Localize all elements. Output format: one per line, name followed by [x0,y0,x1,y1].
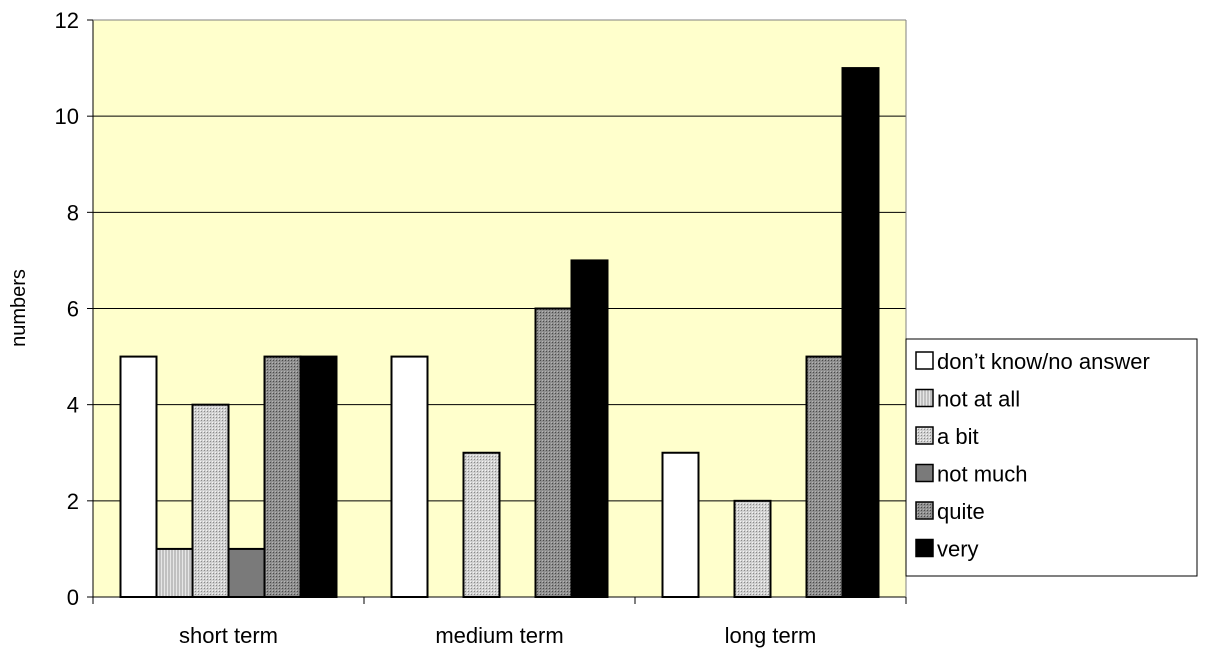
legend-label: not at all [937,387,1020,412]
legend-swatch [915,538,934,558]
y-tick-label: 2 [67,489,79,514]
bar-long-term-6 [841,67,880,599]
y-tick-label: 12 [55,8,79,33]
bar-short-term-6 [299,355,338,599]
bar-medium-term-5 [534,307,573,598]
bars [119,67,880,599]
bar-medium-term-3 [462,451,501,598]
y-tick-label: 4 [67,393,79,418]
x-tick-labels: short term medium term long term [179,623,816,648]
bar-long-term-1 [661,451,700,598]
x-tick-label: short term [179,623,278,648]
y-tick-label: 8 [67,200,79,225]
bar-long-term-3 [733,499,772,599]
bar-short-term-2 [155,547,194,599]
y-tick-labels: 0 2 4 6 8 10 12 [55,8,79,610]
bar-medium-term-6 [570,259,609,598]
legend-swatch [915,351,934,370]
x-tick-label: long term [725,623,817,648]
legend-label: a bit [937,424,979,449]
bar-medium-term-1 [390,355,429,599]
y-tick-label: 10 [55,104,79,129]
bar-short-term-3 [191,403,230,598]
bar-short-term-1 [119,355,158,599]
y-tick-label: 6 [67,297,79,322]
y-axis-title: numbers [8,269,30,347]
legend-swatch [915,501,934,520]
y-tick-label: 0 [67,585,79,610]
legend: don’t know/no answer not at all a bit not m… [905,338,1198,577]
legend-box [905,338,1198,577]
legend-label: don’t know/no answer [937,349,1150,374]
legend-label: very [937,537,979,562]
legend-swatch [915,388,934,408]
legend-swatch [915,463,934,483]
bar-short-term-4 [227,547,266,599]
legend-label: not much [937,462,1028,487]
legend-swatch [915,426,934,445]
bar-short-term-5 [263,355,302,599]
legend-label: quite [937,499,985,524]
bar-long-term-5 [805,355,844,599]
x-tick-label: medium term [435,623,563,648]
